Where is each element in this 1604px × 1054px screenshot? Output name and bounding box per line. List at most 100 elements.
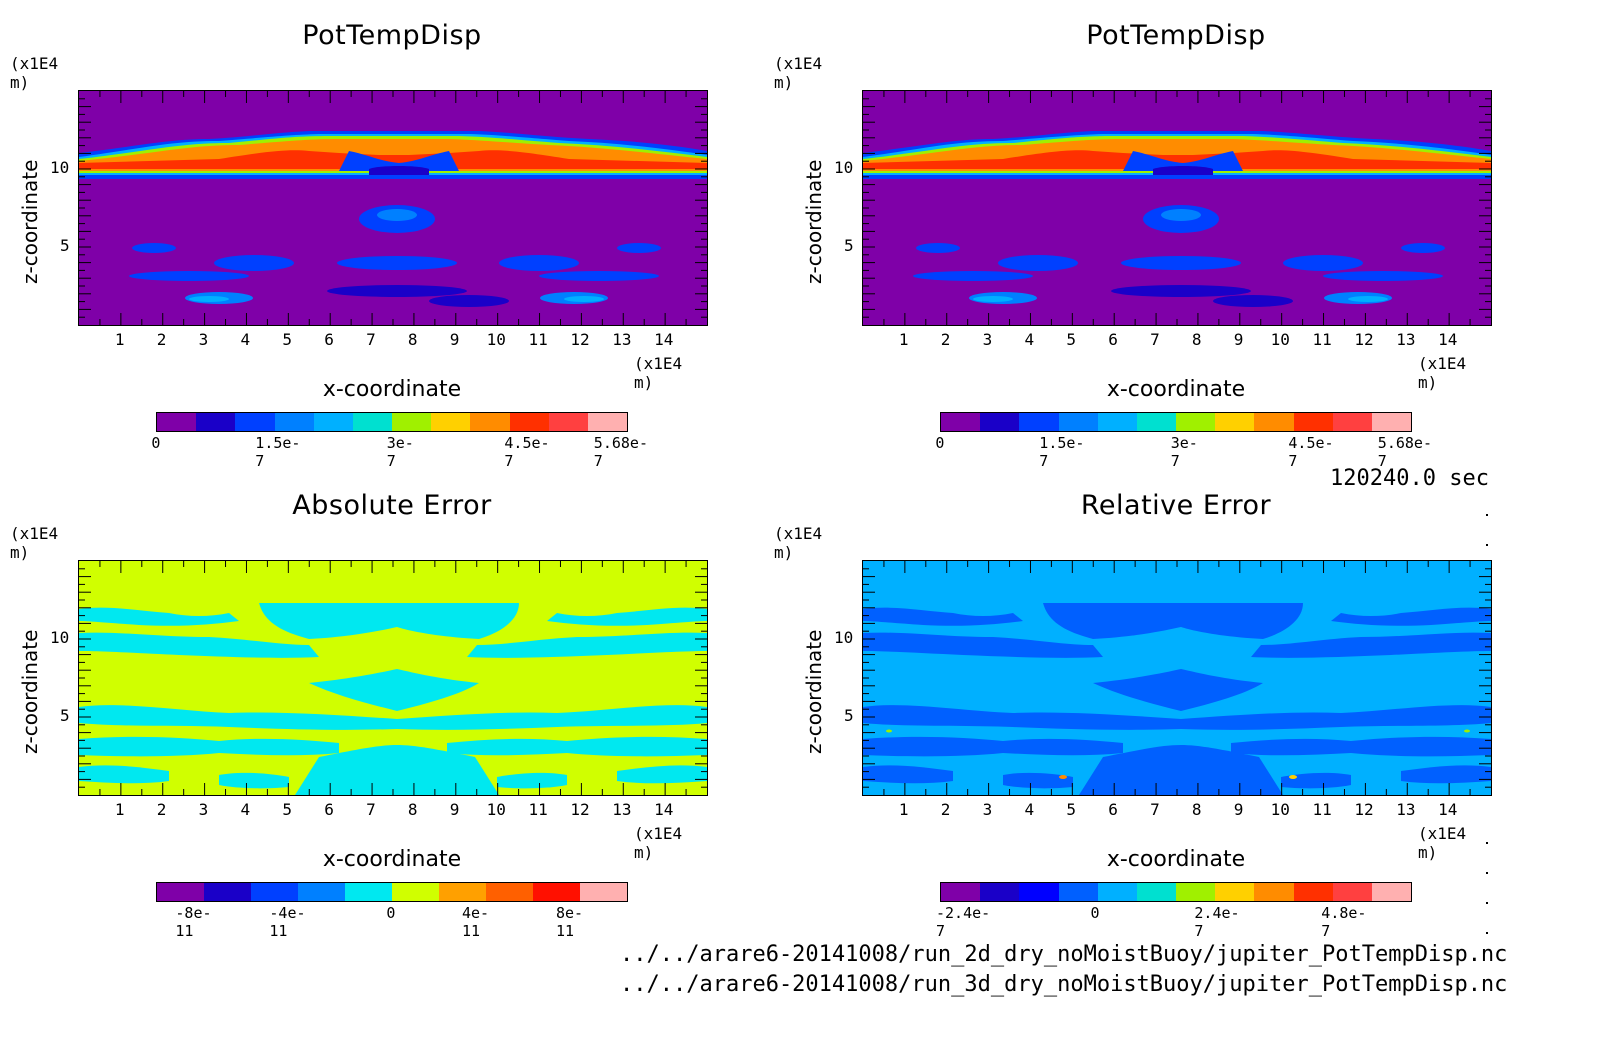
x-tick-label: 13 (1396, 800, 1416, 819)
x-unit-label: (x1E4 m) (1418, 354, 1467, 392)
x-tick-label: 14 (654, 800, 674, 819)
x-tick-label: 2 (940, 330, 951, 349)
colorbar-segment (1332, 413, 1372, 431)
contour-blob (1348, 296, 1388, 302)
contour-lobe-blue (339, 151, 459, 171)
contour-region (863, 632, 1103, 658)
time-label: 120240.0 sec (1330, 466, 1489, 491)
margin-dot (1486, 902, 1488, 904)
contour-region (1251, 632, 1491, 658)
contour-blob (1161, 209, 1201, 221)
contour-region (79, 765, 169, 784)
colorbar-segment (1371, 883, 1412, 901)
panel-title: PotTempDisp (302, 20, 482, 51)
margin-dot (1486, 842, 1488, 844)
contour-plot (78, 560, 708, 796)
colorbar-segment (392, 883, 439, 901)
y-tick-label: 10 (834, 158, 854, 177)
x-tick-label: 2 (940, 800, 951, 819)
contour-blob (1111, 285, 1251, 297)
y-tick-label: 10 (50, 628, 70, 647)
contour-blob (916, 243, 960, 253)
x-tick-label: 7 (366, 330, 376, 349)
colorbar-segment (941, 883, 981, 901)
contour-region (79, 705, 707, 730)
contour-region (1231, 736, 1491, 757)
colorbar-segment (431, 413, 471, 431)
x-tick-label: 4 (240, 330, 251, 349)
contour-blob (1121, 256, 1241, 270)
x-tick-label: 1 (898, 330, 909, 349)
colorbar-tick-label: 0 (386, 904, 396, 922)
y-axis-label: z-coordinate (802, 629, 826, 754)
colorbar-tick-label: 4e-11 (462, 904, 490, 940)
colorbar-segment (1058, 413, 1098, 431)
y-tick-label: 5 (60, 236, 70, 255)
contour-region (863, 765, 953, 784)
contour-speck (1289, 775, 1297, 779)
colorbar-segment (345, 883, 392, 901)
contour-region (1093, 669, 1263, 711)
contour-band-red (863, 150, 1491, 169)
y-unit-label: (x1E4 m) (10, 54, 59, 92)
y-unit-label: (x1E4 m) (774, 54, 823, 92)
contour-speck (1059, 775, 1067, 779)
contour-region (1079, 745, 1283, 795)
x-tick-label: 3 (982, 330, 993, 349)
contour-region (79, 632, 319, 658)
colorbar (156, 412, 628, 432)
contour-region (1003, 772, 1073, 789)
y-tick-label: 5 (844, 236, 854, 255)
panel-title: PotTempDisp (1086, 20, 1266, 51)
contour-speck (1464, 729, 1470, 733)
colorbar-segment (274, 413, 314, 431)
colorbar-segment (1097, 883, 1137, 901)
contour-blob (1283, 255, 1363, 271)
colorbar-segment (1371, 413, 1412, 431)
colorbar-segment (1058, 883, 1098, 901)
colorbar-segment (439, 883, 486, 901)
contour-blob (1323, 271, 1443, 281)
contour-blob (132, 243, 176, 253)
colorbar-segment (1136, 413, 1177, 431)
colorbar-segment (548, 413, 588, 431)
y-unit-label: (x1E4 m) (10, 524, 59, 562)
margin-dot (1486, 932, 1488, 934)
colorbar-segment (941, 413, 981, 431)
colorbar-tick-label: 1.5e-7 (1039, 434, 1085, 470)
contour-region (1331, 607, 1491, 626)
x-tick-label: 2 (156, 330, 167, 349)
colorbar-segment (980, 413, 1020, 431)
contour-blob (1213, 295, 1293, 307)
x-tick-label: 14 (1438, 330, 1458, 349)
colorbar-segment (1176, 883, 1216, 901)
x-tick-label: 8 (1191, 330, 1202, 349)
colorbar-segment (1215, 883, 1255, 901)
x-tick-label: 6 (324, 330, 334, 349)
x-axis-label: x-coordinate (322, 847, 462, 872)
contour-region (309, 669, 479, 711)
colorbar-segment (235, 413, 275, 431)
colorbar-segment (157, 883, 204, 901)
colorbar-tick-label: 8e-11 (556, 904, 584, 940)
colorbar (940, 412, 1412, 432)
margin-dot (1486, 872, 1488, 874)
y-tick-label: 5 (844, 706, 854, 725)
y-tick-label: 10 (834, 628, 854, 647)
x-tick-label: 14 (654, 330, 674, 349)
x-tick-label: 13 (1396, 330, 1416, 349)
contour-region (863, 705, 1491, 730)
colorbar-tick-label: 0 (1090, 904, 1100, 922)
contour-blob (337, 256, 457, 270)
x-axis-label: x-coordinate (1106, 847, 1246, 872)
margin-dot (1486, 514, 1488, 516)
x-tick-label: 3 (198, 800, 209, 819)
y-tick-label: 10 (50, 158, 70, 177)
x-tick-label: 8 (1191, 800, 1202, 819)
x-tick-label: 1 (898, 800, 909, 819)
panel-title: Absolute Error (292, 490, 492, 521)
x-tick-label: 5 (282, 800, 292, 819)
colorbar-tick-label: 3e-7 (386, 434, 414, 470)
colorbar-segment (580, 883, 627, 901)
contour-blob (617, 243, 661, 253)
